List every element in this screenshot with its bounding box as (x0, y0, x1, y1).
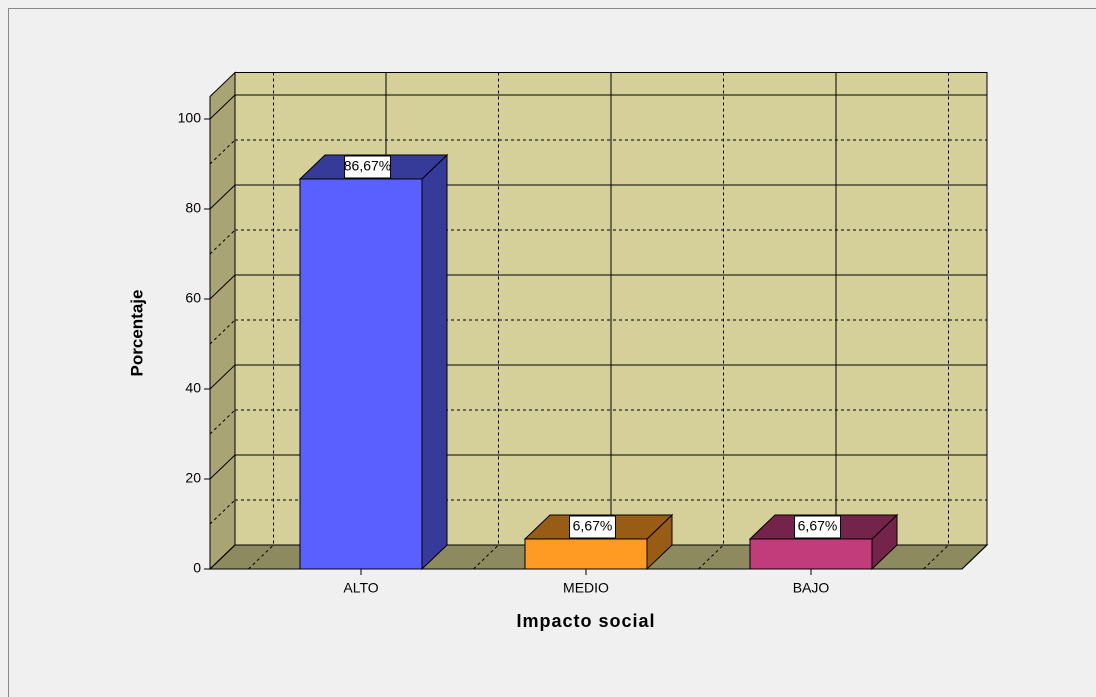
y-tick-label: 40 (185, 380, 201, 396)
y-tick-label: 0 (193, 560, 201, 576)
value-label: 6,67% (573, 518, 613, 534)
grid-line (209, 274, 236, 300)
bar (299, 178, 423, 570)
value-label-box (344, 155, 391, 179)
bar (749, 538, 873, 570)
x-axis-title: Impacto social (516, 611, 655, 631)
y-tick-label: 20 (185, 470, 201, 486)
x-tick-label: MEDIO (563, 580, 609, 596)
y-axis-title: Porcentaje (127, 290, 146, 377)
y-tick-label: 60 (185, 290, 201, 306)
x-tick-label: BAJO (793, 580, 830, 596)
grid-line (209, 94, 236, 120)
grid-line (209, 454, 236, 480)
left-wall (209, 71, 236, 571)
grid-line (209, 364, 236, 390)
value-label-box (569, 515, 616, 539)
bar (524, 538, 648, 570)
grid-line (209, 184, 236, 210)
value-label: 6,67% (798, 518, 838, 534)
y-tick-label: 100 (178, 110, 202, 126)
bar-side (421, 153, 448, 571)
value-label-box (794, 515, 841, 539)
x-tick-label: ALTO (343, 580, 378, 596)
value-label: 86,67% (344, 158, 391, 174)
y-tick-label: 80 (185, 200, 201, 216)
floor-edge (961, 544, 988, 570)
grid-line (209, 544, 236, 570)
